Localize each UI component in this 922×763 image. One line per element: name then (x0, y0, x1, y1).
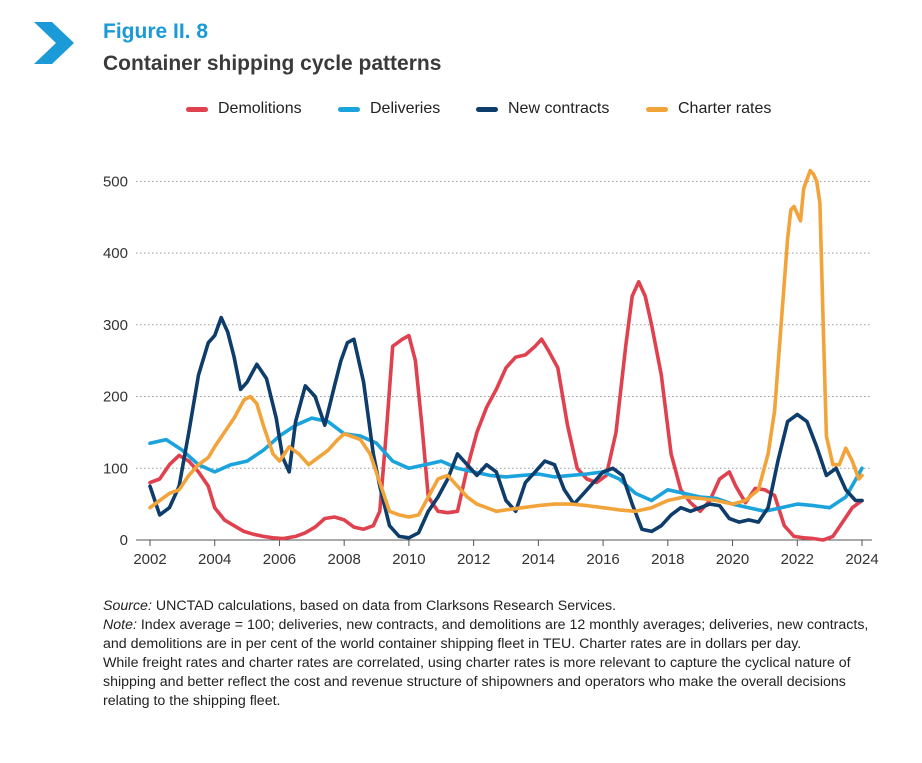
source-line: Source: UNCTAD calculations, based on da… (103, 597, 893, 616)
y-tick-label-400: 400 (103, 245, 128, 262)
line-chart: 0 100 200 300 400 500 2002 2004 2006 2008 2010 2012… (103, 168, 879, 568)
y-tick-label-0: 0 (120, 532, 128, 549)
x-tick-label-2018: 2018 (651, 551, 684, 568)
x-tick-label-2022: 2022 (781, 551, 814, 568)
figure-label: Figure II. 8 (103, 20, 209, 43)
chart-legend: Demolitions Deliveries New contracts Cha… (0, 100, 922, 122)
legend-item-demolitions: Demolitions (186, 100, 302, 118)
source-label: Source: (103, 598, 152, 614)
legend-label-charter-rates: Charter rates (678, 100, 772, 117)
note-text: Index average = 100; deliveries, new con… (103, 617, 869, 652)
explanation-paragraph: While freight rates and charter rates ar… (103, 655, 851, 709)
y-tick-label-300: 300 (103, 317, 128, 334)
x-tick-label-2004: 2004 (198, 551, 231, 568)
series-line-new-contracts (148, 315, 864, 540)
x-tick-label-2002: 2002 (133, 551, 166, 568)
figure-title: Container shipping cycle patterns (103, 52, 442, 75)
note-label: Note: (103, 617, 137, 633)
note-line: Note: Index average = 100; deliveries, n… (103, 616, 893, 654)
x-tick-label-2020: 2020 (716, 551, 749, 568)
legend-item-charter-rates: Charter rates (646, 100, 771, 118)
legend-swatch-new-contracts (476, 106, 498, 112)
source-text: UNCTAD calculations, based on data from … (151, 598, 617, 614)
figure-footer: Source: UNCTAD calculations, based on da… (103, 597, 893, 711)
y-tick-label-100: 100 (103, 460, 128, 477)
series-line-charter-rates (148, 168, 864, 519)
series-line-demolitions (148, 280, 864, 542)
y-tick-label-200: 200 (103, 389, 128, 406)
x-tick-label-2024: 2024 (845, 551, 878, 568)
x-tick-label-2016: 2016 (586, 551, 619, 568)
x-tick-label-2014: 2014 (522, 551, 555, 568)
x-tick-label-2008: 2008 (327, 551, 360, 568)
legend-swatch-charter-rates (646, 106, 668, 112)
legend-swatch-demolitions (186, 106, 208, 112)
chevron-right-icon (34, 22, 74, 64)
x-tick-label-2010: 2010 (392, 551, 425, 568)
legend-item-new-contracts: New contracts (476, 100, 609, 118)
legend-item-deliveries: Deliveries (338, 100, 440, 118)
x-tick-label-2006: 2006 (263, 551, 296, 568)
legend-label-deliveries: Deliveries (370, 100, 441, 117)
legend-label-demolitions: Demolitions (218, 100, 302, 117)
x-tick-label-2012: 2012 (457, 551, 490, 568)
legend-swatch-deliveries (338, 106, 360, 112)
y-tick-label-500: 500 (103, 173, 128, 190)
legend-label-new-contracts: New contracts (508, 100, 610, 117)
